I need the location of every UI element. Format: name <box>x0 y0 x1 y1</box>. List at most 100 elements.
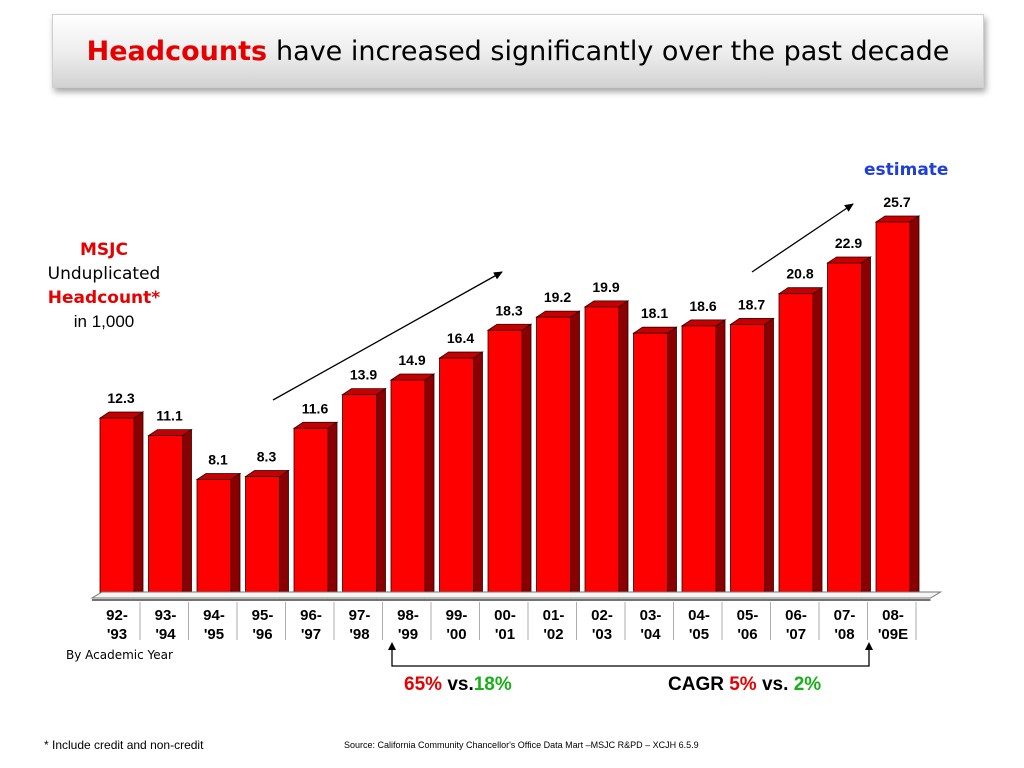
x-tick-label: '95 <box>204 626 224 643</box>
bar-side <box>376 387 386 599</box>
bar-value-label: 12.3 <box>107 390 134 406</box>
estimate-arrow <box>751 203 854 273</box>
x-tick-label: 93- <box>155 607 177 624</box>
bar-value-label: 25.7 <box>883 194 910 210</box>
y-label-line3: Headcount* <box>47 288 161 308</box>
x-tick-label: '09E <box>878 626 908 643</box>
bar-value-label: 13.9 <box>350 367 377 383</box>
trend-arrow <box>272 271 503 401</box>
x-tick-label: 02- <box>591 607 613 624</box>
bar-value-label: 16.4 <box>447 330 474 346</box>
x-tick-label: 99- <box>446 607 468 624</box>
bar: 25.7 <box>874 194 921 599</box>
bar-side <box>182 428 192 599</box>
y-label-line1: MSJC <box>80 240 128 260</box>
bar: 11.6 <box>292 400 339 599</box>
bar-value-label: 19.9 <box>592 279 619 295</box>
x-tick-label: '07 <box>786 626 806 643</box>
bar-value-label: 18.7 <box>738 296 765 312</box>
bar: 20.8 <box>777 266 824 599</box>
bar-side <box>618 300 629 599</box>
bracket-arrow-right <box>865 642 873 650</box>
bar: 18.3 <box>486 302 533 599</box>
x-tick-label: '98 <box>349 626 369 643</box>
growth-pct-a: 65% <box>404 674 443 695</box>
bar-front <box>778 293 814 599</box>
x-tick-label: 03- <box>640 607 662 624</box>
x-tick-label: 92- <box>106 607 128 624</box>
bar-front <box>584 306 620 599</box>
bar-front <box>633 332 668 599</box>
x-tick-label: '02 <box>543 626 563 643</box>
bar-side <box>861 256 871 599</box>
bar: 18.6 <box>680 298 727 599</box>
x-tick-label: 95- <box>252 607 274 624</box>
bar-value-label: 18.6 <box>689 298 716 314</box>
bar-value-label: 11.6 <box>302 400 329 416</box>
bar-side <box>521 323 532 599</box>
bar-side <box>230 472 241 599</box>
bar-side <box>909 215 920 599</box>
bar: 19.9 <box>583 279 630 599</box>
x-tick-label: '03 <box>592 626 612 643</box>
x-tick-label: '00 <box>446 626 466 643</box>
bar-front <box>439 357 474 599</box>
bar-front <box>681 325 717 599</box>
x-tick-label: '96 <box>252 626 272 643</box>
bar-side <box>279 469 289 599</box>
bar: 19.2 <box>535 289 581 599</box>
x-tick-label: '06 <box>737 626 757 643</box>
axis-floor <box>90 591 943 599</box>
title-accent: Headcounts <box>86 35 268 67</box>
bar-value-label: 18.1 <box>641 305 668 321</box>
y-label-line4: in 1,000 <box>73 312 135 331</box>
bar: 8.1 <box>195 451 242 599</box>
x-tick-label: '93 <box>107 626 127 643</box>
x-tick-label: 07- <box>834 607 856 624</box>
cagr-vs: vs. <box>761 674 789 695</box>
bar-side <box>764 317 774 599</box>
bar-value-label: 14.9 <box>398 352 425 368</box>
bar-front <box>99 417 135 599</box>
x-tick-label: '94 <box>155 626 176 643</box>
estimate-label: estimate <box>864 160 949 180</box>
x-tick-label: 04- <box>688 607 710 624</box>
x-tick-label: 98- <box>397 607 419 624</box>
x-tick-label: '97 <box>301 626 321 643</box>
bar: 12.3 <box>98 390 145 599</box>
bar-value-label: 8.1 <box>208 451 228 467</box>
x-axis-label: By Academic Year <box>66 648 173 662</box>
bar-front <box>390 379 426 599</box>
bar-value-label: 18.3 <box>495 302 522 318</box>
bar-front <box>730 324 765 599</box>
bar: 11.1 <box>147 408 193 599</box>
x-tick-label: 08- <box>882 607 904 624</box>
x-tick-label: '99 <box>398 626 418 643</box>
bar-side <box>473 351 483 599</box>
bar-side <box>327 421 338 599</box>
x-tick-label: '04 <box>640 626 661 643</box>
bar-value-label: 20.8 <box>786 266 813 282</box>
growth-pct-a2: 18% <box>473 674 512 695</box>
bar: 8.3 <box>244 449 290 599</box>
bracket-arrow-left <box>388 642 396 650</box>
bar: 13.9 <box>341 367 387 599</box>
x-axis: 92- '93 93- '94 94- '95 95- '96 96- '97 97- '98 98- '… <box>90 591 943 643</box>
x-tick-label: 96- <box>300 607 322 624</box>
bar-side <box>424 373 435 599</box>
annotations <box>272 203 873 667</box>
bars-group: 12.3 11.1 8.1 8.3 11.6 13.9 14.9 16.4 18.3 19.2 19… <box>98 194 921 599</box>
bar: 18.7 <box>729 296 775 599</box>
x-tick-label: '05 <box>689 626 709 643</box>
x-tick-label: 97- <box>349 607 371 624</box>
footnote: * Include credit and non-credit <box>44 738 204 752</box>
slide-title: Headcounts have increased significantly … <box>52 14 984 88</box>
bar-side <box>812 286 823 599</box>
bar-front <box>536 316 571 599</box>
growth-vs-a: vs. <box>447 674 474 695</box>
bar: 16.4 <box>438 330 484 599</box>
bar-front <box>875 221 911 599</box>
x-tick-label: 06- <box>785 607 807 624</box>
bar-value-label: 19.2 <box>544 289 571 305</box>
bar-front <box>827 262 862 599</box>
